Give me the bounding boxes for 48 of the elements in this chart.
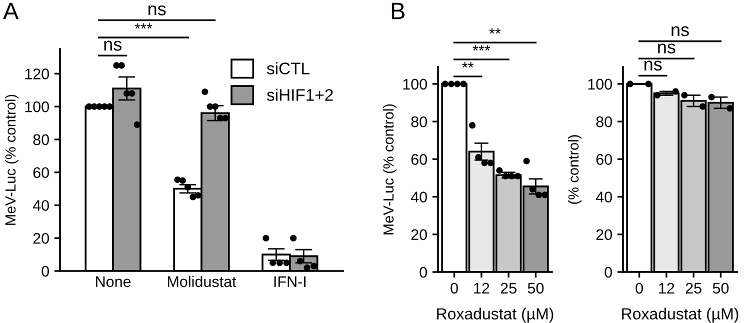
x-tick-label: IFN-I xyxy=(274,276,306,287)
y-tick-label: 80 xyxy=(411,116,427,128)
x-tick-label: 0 xyxy=(450,282,458,294)
annotation: ns xyxy=(644,60,662,71)
y-tick-label: 100 xyxy=(25,101,49,112)
x-tick-label: 25 xyxy=(686,282,702,294)
text: ns xyxy=(148,5,166,16)
text: A xyxy=(3,2,19,20)
text: ns xyxy=(658,44,676,54)
x-tick-label: 12 xyxy=(659,282,674,294)
annotation: ** xyxy=(462,62,474,68)
text: ns xyxy=(672,26,689,36)
x-tick-label: None xyxy=(96,276,131,288)
y-tick-label: 20 xyxy=(411,229,427,240)
text: B xyxy=(392,2,404,20)
y-tick-label: 40 xyxy=(32,200,49,211)
text: *** xyxy=(472,45,490,51)
x-axis-title: Roxadustat (µM) xyxy=(437,308,554,323)
y-tick-label: 40 xyxy=(410,192,427,202)
x-tick-label: Molidustat xyxy=(168,276,236,288)
legend-label: siHIF1+2 xyxy=(266,88,333,101)
y-tick-label: 0 xyxy=(604,266,612,278)
y-tick-label: 0 xyxy=(420,266,427,278)
y-tick-label: 120 xyxy=(25,68,49,80)
x-tick-label: 50 xyxy=(528,282,544,294)
x-tick-label: 25 xyxy=(500,282,516,294)
y-tick-label: 20 xyxy=(33,232,49,244)
x-axis-title: Roxadustat (µM) xyxy=(622,308,738,323)
y-tick-label: 80 xyxy=(33,134,49,146)
y-tick-label: 60 xyxy=(33,167,49,178)
x-tick-label: 12 xyxy=(474,282,490,294)
y-tick-label: 60 xyxy=(411,154,427,165)
y-axis-title: MeV-Luc (% control) xyxy=(382,104,397,234)
y-tick-label: 100 xyxy=(403,78,427,90)
text: ** xyxy=(489,28,501,34)
y-tick-label: 40 xyxy=(596,192,612,202)
annotation: ns xyxy=(104,40,122,51)
y-axis-title: MeV-Luc (% control) xyxy=(4,94,19,225)
y-axis-title: (% control) xyxy=(568,135,582,204)
y-tick-label: 60 xyxy=(596,154,612,165)
y-tick-label: 20 xyxy=(596,229,612,240)
x-tick-label: 50 xyxy=(712,282,729,294)
y-tick-label: 100 xyxy=(588,78,612,90)
y-tick-label: 0 xyxy=(42,266,49,277)
y-tick-label: 80 xyxy=(596,116,612,128)
text: *** xyxy=(134,23,152,29)
legend-label: siCTL xyxy=(266,62,310,74)
x-tick-label: 0 xyxy=(636,282,643,294)
